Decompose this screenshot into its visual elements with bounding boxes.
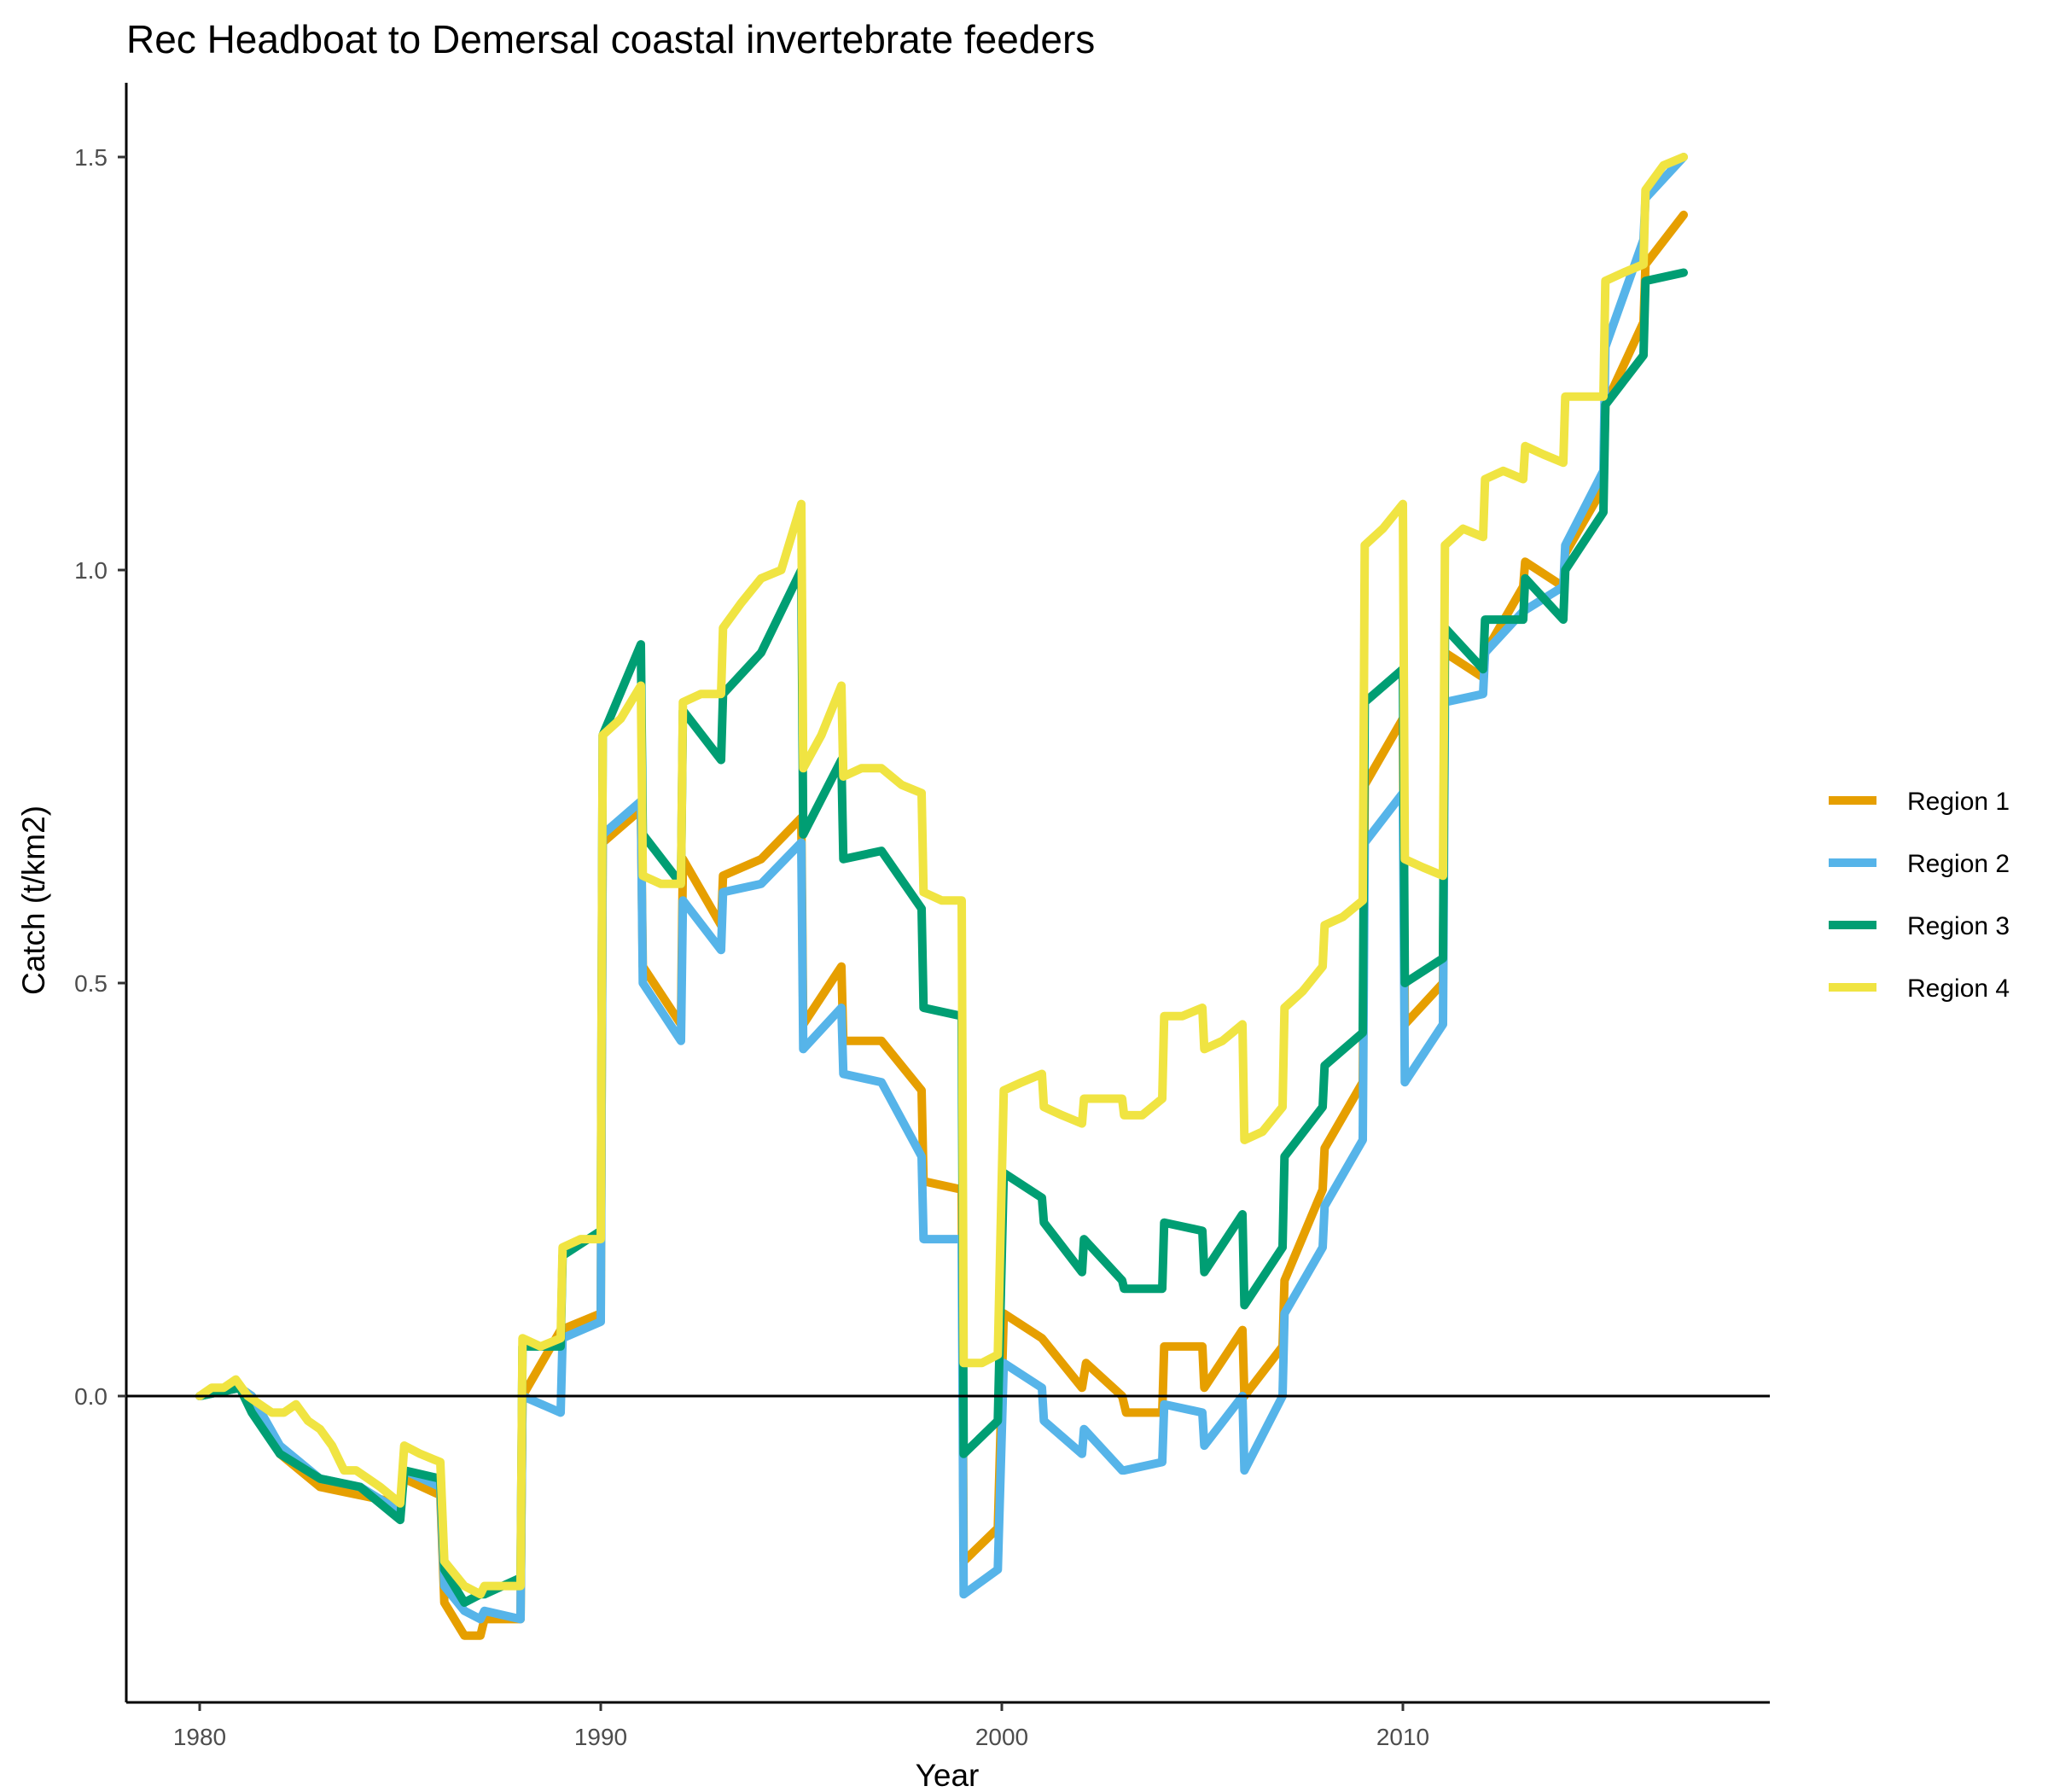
legend-label-region-3: Region 3 (1907, 912, 2010, 940)
legend: Region 1 Region 2 Region 3 Region 4 (1829, 788, 2010, 1003)
series-line-region-2 (195, 153, 1688, 1624)
y-tick-label: 0.0 (74, 1383, 108, 1410)
x-tick-label: 2000 (975, 1724, 1028, 1750)
legend-label-region-2: Region 2 (1907, 850, 2010, 878)
x-axis-ticks: 1980 1990 2000 2010 (173, 1702, 1429, 1750)
y-tick-label: 1.5 (74, 144, 108, 171)
series-lines (195, 153, 1688, 1640)
series-line-region-3 (195, 268, 1688, 1607)
x-tick-label: 2010 (1376, 1724, 1429, 1750)
legend-label-region-1: Region 1 (1907, 788, 2010, 816)
series-line-region-1 (195, 210, 1688, 1640)
series-line-region-4 (195, 153, 1688, 1599)
y-tick-label: 1.0 (74, 557, 108, 584)
x-tick-label: 1990 (574, 1724, 627, 1750)
y-axis-ticks: 0.0 0.5 1.0 1.5 (74, 144, 126, 1410)
x-axis-title: Year (916, 1758, 980, 1792)
y-tick-label: 0.5 (74, 970, 108, 997)
y-axis-title: Catch (t/km2) (16, 806, 51, 995)
x-tick-label: 1980 (173, 1724, 226, 1750)
legend-label-region-4: Region 4 (1907, 975, 2010, 1003)
plot-area (126, 153, 1770, 1640)
chart-title: Rec Headboat to Demersal coastal inverte… (126, 17, 1095, 61)
